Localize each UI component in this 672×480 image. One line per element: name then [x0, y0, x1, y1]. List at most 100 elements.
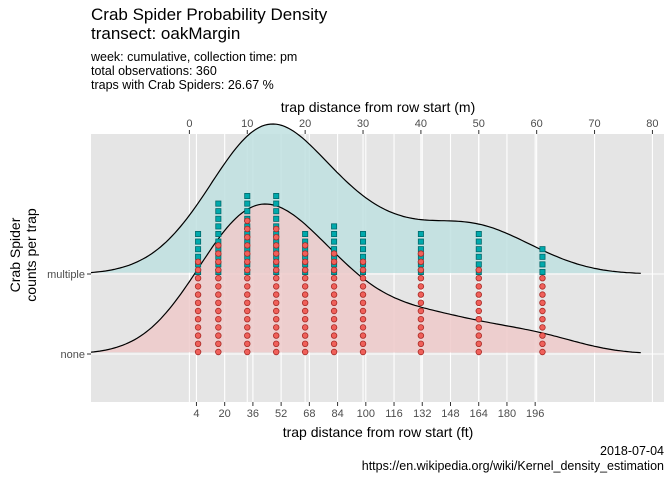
point-none: [273, 242, 280, 249]
point-multiple: [360, 246, 367, 253]
top-axis-tick-label: 70: [588, 118, 600, 130]
point-none: [539, 275, 546, 282]
point-multiple: [475, 261, 482, 268]
point-multiple: [195, 238, 202, 245]
point-none: [359, 266, 367, 274]
point-multiple: [360, 230, 367, 237]
point-none: [539, 307, 546, 315]
point-none: [194, 340, 202, 347]
point-none: [475, 316, 482, 323]
y-axis-title-line2: counts per trap: [23, 208, 39, 302]
point-none: [301, 291, 309, 298]
top-axis-tick-label: 60: [531, 118, 543, 130]
point-none: [194, 307, 202, 315]
point-multiple: [331, 230, 338, 237]
point-multiple: [273, 215, 280, 222]
top-axis-tick-label: 30: [357, 118, 369, 130]
point-none: [475, 291, 482, 298]
point-none: [244, 307, 251, 315]
point-multiple: [302, 230, 309, 237]
point-none: [244, 242, 251, 249]
point-multiple: [244, 192, 251, 199]
point-none: [194, 299, 202, 306]
point-none: [273, 275, 280, 282]
chart-title-transect: transect: oakMargin: [91, 24, 241, 43]
point-none: [273, 258, 280, 265]
bottom-axis-tick-label: 196: [526, 408, 544, 420]
point-multiple: [417, 238, 424, 245]
point-none: [301, 332, 309, 339]
point-none: [330, 266, 338, 274]
point-multiple: [195, 230, 202, 237]
point-none: [215, 250, 222, 257]
point-multiple: [215, 200, 222, 207]
point-multiple: [215, 208, 222, 215]
point-none: [417, 266, 425, 274]
point-none: [215, 291, 222, 298]
point-none: [301, 250, 309, 257]
point-none: [417, 332, 425, 339]
point-none: [475, 275, 482, 282]
point-none: [301, 348, 309, 356]
point-none: [417, 275, 425, 282]
bottom-axis-tick-label: 4: [193, 408, 199, 420]
point-none: [273, 316, 280, 323]
point-none: [330, 348, 338, 356]
point-none: [330, 332, 338, 339]
bottom-axis-tick-label: 132: [413, 408, 431, 420]
point-none: [244, 266, 251, 274]
point-none: [417, 283, 425, 290]
point-none: [359, 332, 367, 339]
point-none: [273, 225, 280, 233]
y-axis-tick-label-none: none: [61, 349, 85, 361]
point-none: [330, 258, 338, 265]
point-none: [539, 332, 546, 339]
point-none: [273, 233, 280, 241]
point-none: [273, 324, 280, 331]
point-none: [215, 324, 222, 331]
point-multiple: [215, 230, 222, 237]
point-none: [194, 324, 202, 331]
point-none: [244, 291, 251, 298]
point-none: [539, 348, 546, 356]
point-none: [359, 291, 367, 298]
point-none: [301, 266, 309, 274]
point-none: [475, 324, 482, 331]
point-multiple: [331, 223, 338, 230]
point-none: [244, 316, 251, 323]
point-none: [244, 233, 251, 241]
point-none: [301, 283, 309, 290]
point-none: [194, 348, 202, 356]
bottom-axis-tick-label: 180: [498, 408, 516, 420]
point-none: [215, 242, 222, 249]
point-none: [475, 348, 482, 356]
point-none: [215, 307, 222, 315]
top-axis-tick-label: 40: [415, 118, 427, 130]
point-none: [359, 340, 367, 347]
point-none: [215, 266, 222, 274]
point-none: [244, 340, 251, 347]
point-multiple: [475, 253, 482, 260]
bottom-axis-tick-label: 36: [247, 408, 259, 420]
point-none: [539, 299, 546, 306]
density-ridges: [90, 123, 641, 354]
point-none: [194, 283, 202, 290]
point-multiple: [475, 238, 482, 245]
point-none: [330, 250, 338, 257]
density-outline-none: [90, 203, 641, 354]
point-multiple: [539, 261, 546, 268]
point-none: [475, 307, 482, 315]
point-multiple: [417, 230, 424, 237]
point-none: [215, 283, 222, 290]
bottom-axis-tick-label: 116: [385, 408, 403, 420]
point-none: [273, 299, 280, 306]
point-none: [244, 283, 251, 290]
point-none: [359, 324, 367, 331]
y-axis-tick-label-multiple: multiple: [47, 269, 85, 281]
point-none: [273, 348, 280, 356]
point-none: [244, 225, 251, 233]
bottom-axis-tick-label: 84: [331, 408, 343, 420]
point-none: [475, 340, 482, 347]
subtitle-traps: traps with Crab Spiders: 26.67 %: [91, 78, 274, 92]
point-none: [301, 324, 309, 331]
